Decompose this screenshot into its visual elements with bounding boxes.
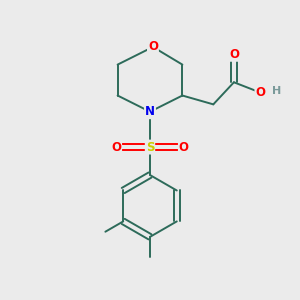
- Text: O: O: [111, 141, 121, 154]
- Text: O: O: [148, 40, 158, 53]
- Text: N: N: [145, 105, 155, 118]
- Text: O: O: [255, 86, 266, 99]
- Text: S: S: [146, 141, 154, 154]
- Text: O: O: [229, 48, 239, 61]
- Text: H: H: [272, 86, 281, 96]
- Text: O: O: [179, 141, 189, 154]
